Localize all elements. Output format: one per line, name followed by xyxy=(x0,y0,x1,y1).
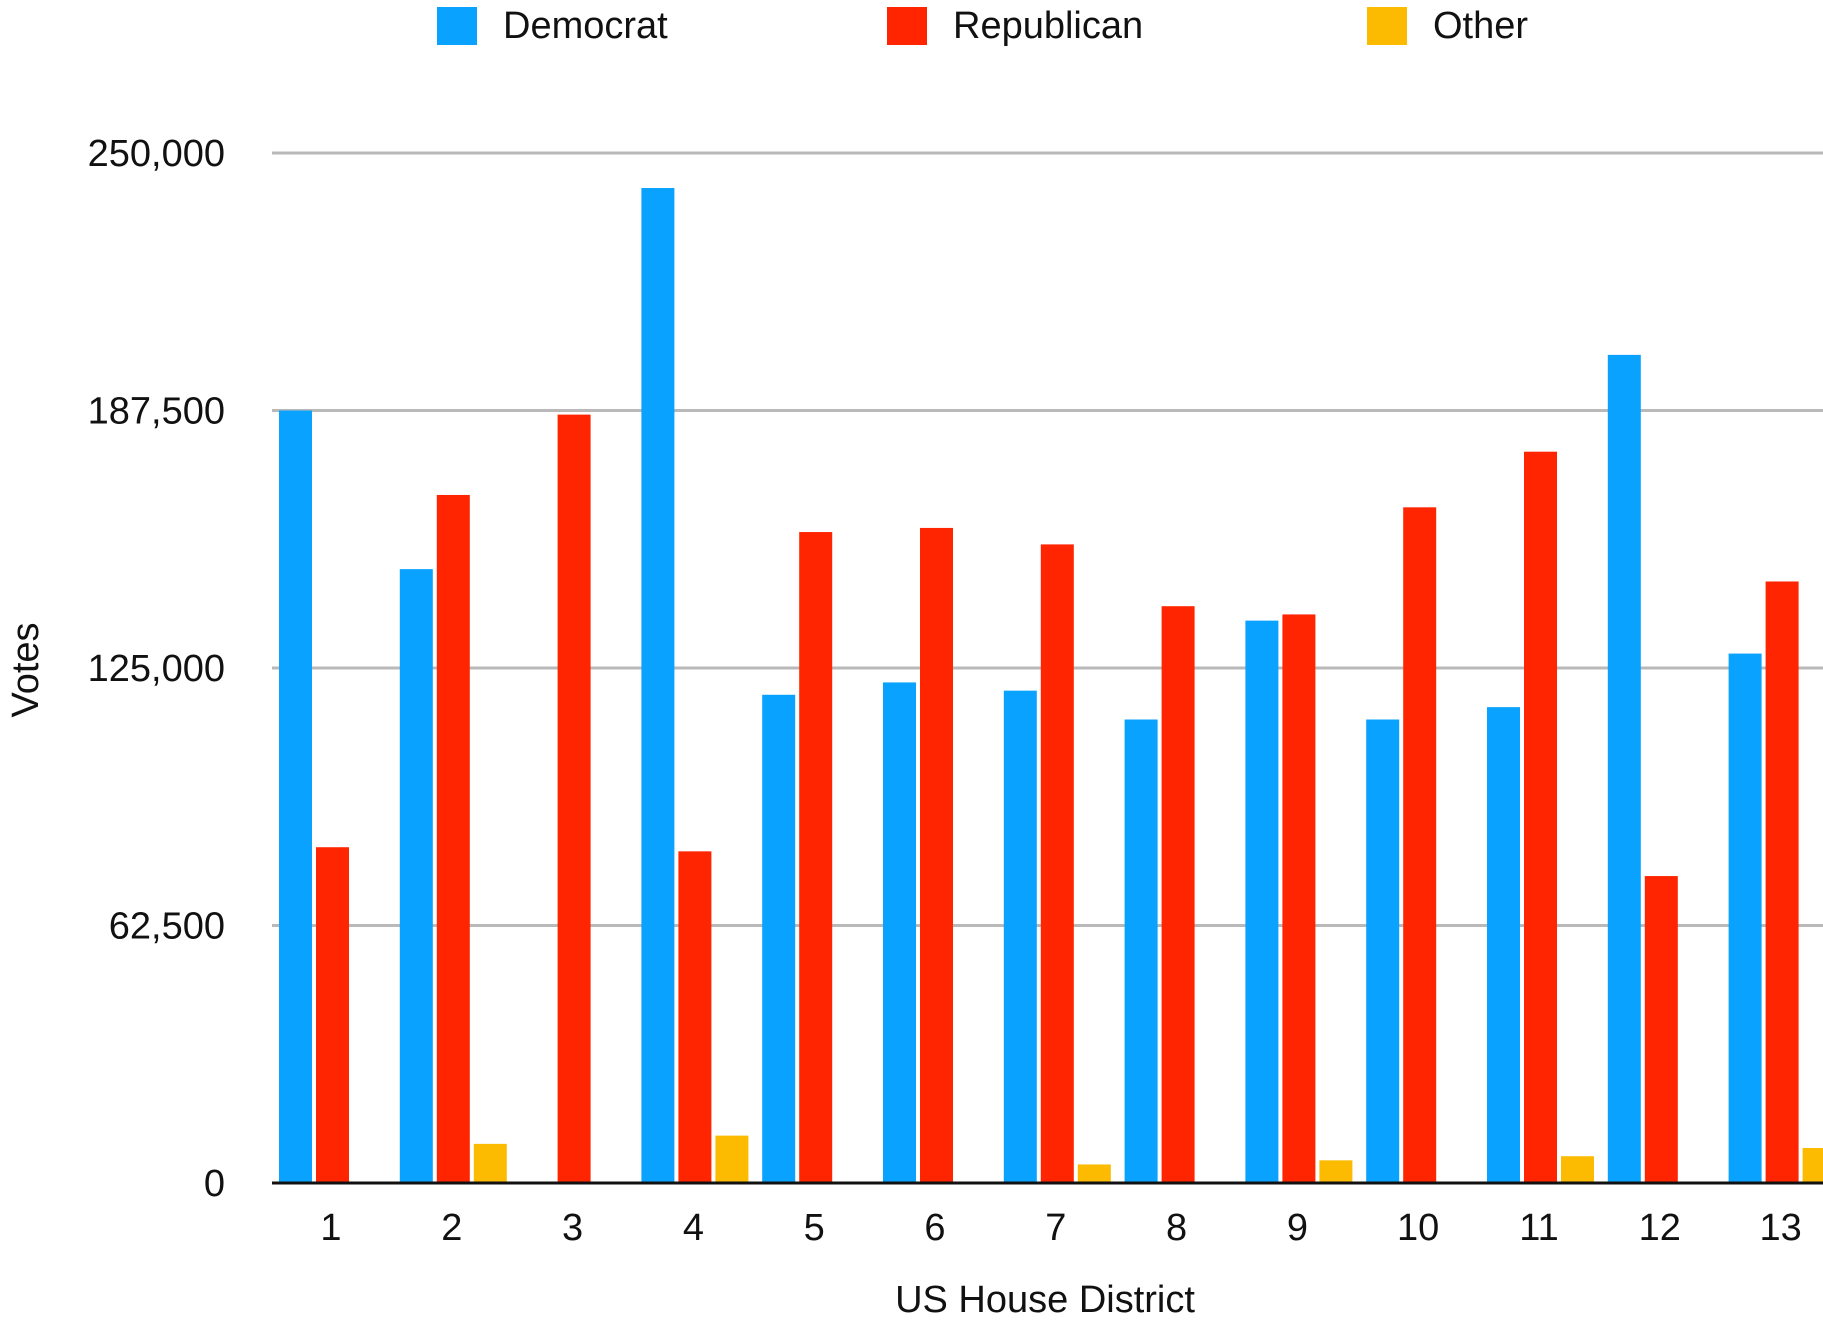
bar-other-district-2 xyxy=(473,1143,507,1183)
legend-label-democrat: Democrat xyxy=(503,5,668,47)
legend-swatch-other xyxy=(1367,7,1407,45)
x-tick-label: 7 xyxy=(1045,1207,1066,1249)
bar-other-district-9 xyxy=(1319,1160,1353,1183)
bar-democrat-district-4 xyxy=(641,188,675,1183)
bar-republican-district-1 xyxy=(316,847,349,1183)
bar-other-district-13 xyxy=(1802,1147,1823,1183)
legend-label-republican: Republican xyxy=(953,5,1143,47)
x-tick-label: 2 xyxy=(441,1207,462,1249)
y-tick-label: 250,000 xyxy=(88,133,225,175)
y-tick-labels: 0 62,500 125,000 187,500 250,000 xyxy=(88,133,225,1205)
bar-democrat-district-9 xyxy=(1245,620,1279,1183)
bar-republican-district-11 xyxy=(1524,451,1557,1183)
bar-democrat-district-8 xyxy=(1124,719,1158,1183)
bar-republican-district-8 xyxy=(1161,606,1195,1183)
bar-democrat-district-2 xyxy=(399,569,433,1183)
bar-republican-district-4 xyxy=(678,851,712,1183)
x-tick-labels: 1 2 3 4 5 6 7 8 9 10 11 12 13 xyxy=(320,1207,1801,1249)
x-tick-label: 13 xyxy=(1759,1207,1801,1249)
bar-democrat-district-10 xyxy=(1366,719,1400,1183)
x-tick-label: 6 xyxy=(924,1207,945,1249)
bar-republican-district-13 xyxy=(1765,581,1799,1183)
x-tick-label: 1 xyxy=(320,1207,341,1249)
bar-other-district-7 xyxy=(1077,1164,1111,1183)
bar-republican-district-5 xyxy=(799,532,833,1183)
bar-republican-district-7 xyxy=(1040,544,1074,1183)
bar-republican-district-12 xyxy=(1644,876,1678,1183)
y-tick-label: 62,500 xyxy=(109,906,225,948)
bar-republican-district-2 xyxy=(436,494,470,1184)
x-axis-title: US House District xyxy=(895,1279,1195,1321)
bars xyxy=(279,188,1823,1184)
bar-democrat-district-5 xyxy=(762,694,796,1183)
x-tick-label: 8 xyxy=(1166,1207,1187,1249)
bar-democrat-district-1 xyxy=(279,410,312,1183)
x-tick-label: 11 xyxy=(1519,1207,1558,1249)
x-tick-label: 9 xyxy=(1287,1207,1308,1249)
bar-democrat-district-11 xyxy=(1487,707,1520,1183)
x-tick-label: 3 xyxy=(562,1207,583,1249)
bar-democrat-district-13 xyxy=(1728,653,1762,1183)
bar-democrat-district-7 xyxy=(1003,690,1037,1183)
x-tick-label: 4 xyxy=(683,1207,704,1249)
bar-democrat-district-6 xyxy=(883,682,916,1183)
y-tick-label: 0 xyxy=(204,1163,225,1205)
legend-swatch-republican xyxy=(887,7,927,45)
y-tick-label: 125,000 xyxy=(88,648,225,690)
legend-swatch-democrat xyxy=(437,7,477,45)
bar-republican-district-3 xyxy=(557,414,591,1183)
y-tick-label: 187,500 xyxy=(88,391,225,433)
legend: Democrat Republican Other xyxy=(437,5,1528,47)
bar-other-district-4 xyxy=(715,1135,749,1183)
x-tick-label: 5 xyxy=(804,1207,825,1249)
bar-republican-district-6 xyxy=(920,527,953,1183)
bar-republican-district-9 xyxy=(1282,614,1316,1183)
bar-other-district-11 xyxy=(1561,1156,1594,1183)
bar-republican-district-10 xyxy=(1403,507,1437,1183)
x-tick-label: 10 xyxy=(1397,1207,1439,1249)
y-axis-title: Votes xyxy=(5,622,47,717)
bar-democrat-district-12 xyxy=(1607,354,1641,1183)
legend-label-other: Other xyxy=(1433,5,1528,47)
x-tick-label: 12 xyxy=(1639,1207,1681,1249)
